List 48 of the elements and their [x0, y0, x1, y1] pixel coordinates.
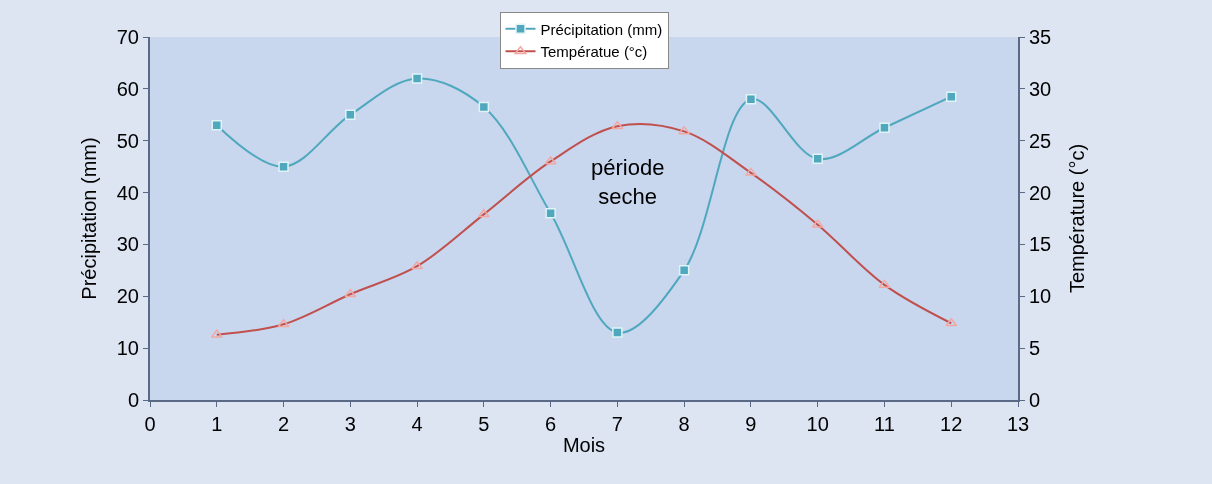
x-tick-label: 9 — [745, 413, 757, 435]
y-axis-title: Précipitation (mm) — [77, 137, 100, 300]
y-tick-label: 0 — [127, 389, 139, 411]
point — [545, 208, 556, 219]
x-axis-title: Mois — [562, 434, 606, 456]
point — [678, 265, 690, 276]
y2-tick-label: 25 — [1029, 129, 1052, 152]
y2-tick-label: 20 — [1029, 181, 1052, 204]
x-tick-label: 8 — [678, 413, 690, 435]
x-tick-label: 13 — [1006, 413, 1030, 435]
y-tick-label: 70 — [116, 26, 139, 48]
x-tick-label: 3 — [344, 413, 356, 435]
x-tick-label: 0 — [144, 413, 156, 435]
y-tick-label: 50 — [116, 129, 139, 152]
point — [945, 91, 957, 102]
point — [879, 122, 890, 133]
x-tick-label: 12 — [940, 413, 963, 435]
y2-tick-label: 0 — [1029, 389, 1041, 411]
x-tick-label: 6 — [545, 413, 557, 435]
y2-axis-title: Température (°c) — [1066, 143, 1089, 294]
y-tick-label: 40 — [116, 181, 139, 204]
x-tick-label: 4 — [411, 413, 423, 435]
point — [745, 93, 757, 105]
x-tick-label: 11 — [874, 413, 895, 435]
y-tick-label: 20 — [116, 285, 139, 308]
point — [411, 73, 423, 84]
x-tick-label: 5 — [478, 413, 490, 435]
x-tick-label: 1 — [211, 413, 223, 435]
x-tick-label: 7 — [611, 413, 623, 435]
legend-label: Précipitation (mm) — [540, 20, 663, 38]
point — [345, 109, 356, 121]
y-tick-label: 10 — [116, 337, 139, 360]
point — [211, 119, 223, 131]
point — [612, 327, 623, 338]
y2-tick-label: 35 — [1029, 26, 1052, 48]
x-tick-label: 10 — [806, 413, 829, 435]
y-tick-label: 30 — [116, 233, 139, 256]
legend-label: Températue (°c) — [540, 43, 648, 61]
point — [278, 161, 289, 172]
y-tick-label: 60 — [116, 77, 139, 100]
x-tick-label: 2 — [277, 413, 290, 435]
y2-tick-label: 15 — [1029, 233, 1052, 256]
annotation: période seche — [591, 155, 665, 209]
point — [478, 101, 490, 113]
y2-tick-label: 30 — [1029, 77, 1052, 100]
y2-tick-label: 5 — [1029, 337, 1041, 360]
y2-tick-label: 10 — [1029, 285, 1052, 308]
point — [812, 153, 823, 165]
